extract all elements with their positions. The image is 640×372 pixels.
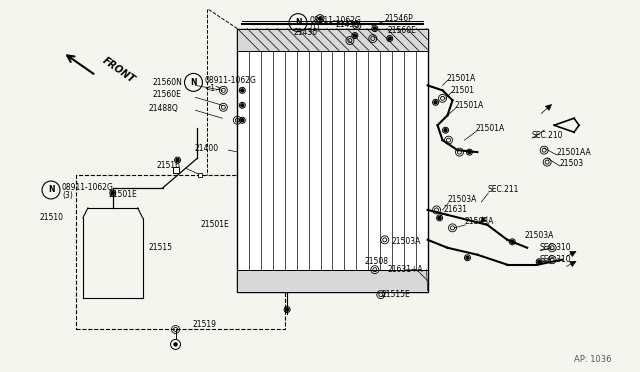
Text: (3): (3)	[62, 192, 73, 201]
Circle shape	[176, 158, 179, 161]
Text: SEC.310: SEC.310	[539, 243, 571, 252]
Text: 21503A: 21503A	[392, 237, 421, 246]
Text: 21503: 21503	[559, 158, 583, 167]
Bar	[237, 29, 428, 51]
Circle shape	[353, 34, 356, 37]
Text: (1): (1)	[309, 24, 320, 33]
Text: 21560E: 21560E	[388, 26, 417, 35]
Circle shape	[438, 217, 441, 219]
Text: AP: 1036: AP: 1036	[574, 355, 612, 364]
Circle shape	[434, 101, 437, 104]
Text: FRONT: FRONT	[101, 56, 137, 85]
Text: 21501A: 21501A	[447, 74, 476, 83]
Text: 21510: 21510	[39, 214, 63, 222]
Text: 21546P: 21546P	[385, 14, 413, 23]
Text: 08911-1062G: 08911-1062G	[204, 76, 256, 85]
Bar	[173, 167, 179, 173]
Text: SEC.310: SEC.310	[539, 255, 571, 264]
Bar	[198, 173, 202, 177]
Circle shape	[174, 343, 177, 346]
Text: 21501E: 21501E	[200, 220, 229, 230]
Text: 21501: 21501	[451, 86, 474, 95]
Text: 21515E: 21515E	[382, 290, 410, 299]
Bar	[237, 270, 428, 292]
Text: 21508: 21508	[365, 257, 389, 266]
Text: 21501A: 21501A	[454, 101, 484, 110]
Text: 21503A: 21503A	[524, 231, 554, 240]
Circle shape	[319, 17, 321, 20]
Circle shape	[241, 104, 244, 107]
Text: 21631: 21631	[444, 205, 468, 214]
Circle shape	[285, 308, 289, 311]
Bar	[237, 29, 428, 292]
Text: 21631+A: 21631+A	[388, 265, 424, 274]
Text: 21519: 21519	[193, 320, 216, 329]
Circle shape	[388, 37, 391, 40]
Text: 21435: 21435	[336, 20, 360, 29]
Text: 21488Q: 21488Q	[148, 104, 179, 113]
Text: 08911-1062G: 08911-1062G	[62, 183, 114, 192]
Text: 21501AA: 21501AA	[556, 148, 591, 157]
Text: 21501E: 21501E	[109, 190, 138, 199]
Circle shape	[241, 89, 244, 92]
Text: N: N	[48, 186, 54, 195]
Text: 21516: 21516	[157, 161, 180, 170]
Circle shape	[111, 192, 115, 195]
Text: 21515: 21515	[148, 243, 173, 252]
Text: 21560N: 21560N	[152, 78, 182, 87]
Circle shape	[468, 151, 471, 154]
Text: N: N	[295, 18, 301, 27]
Circle shape	[511, 240, 514, 243]
Text: 21501A: 21501A	[476, 124, 505, 133]
Circle shape	[373, 27, 376, 30]
Text: 21560E: 21560E	[152, 90, 182, 99]
Circle shape	[241, 119, 244, 122]
Text: N: N	[190, 78, 196, 87]
Text: <1>: <1>	[204, 84, 221, 93]
Text: SEC.210: SEC.210	[531, 131, 563, 140]
Text: 21503A: 21503A	[447, 195, 477, 205]
Text: 08911-1062G: 08911-1062G	[309, 16, 361, 25]
Bar	[76, 175, 285, 330]
Text: SEC.211: SEC.211	[488, 186, 519, 195]
Text: 21430: 21430	[293, 28, 317, 37]
Circle shape	[538, 260, 541, 263]
Circle shape	[444, 129, 447, 132]
Text: 21503A: 21503A	[465, 217, 494, 227]
Circle shape	[466, 256, 469, 259]
Text: 21400: 21400	[195, 144, 219, 153]
